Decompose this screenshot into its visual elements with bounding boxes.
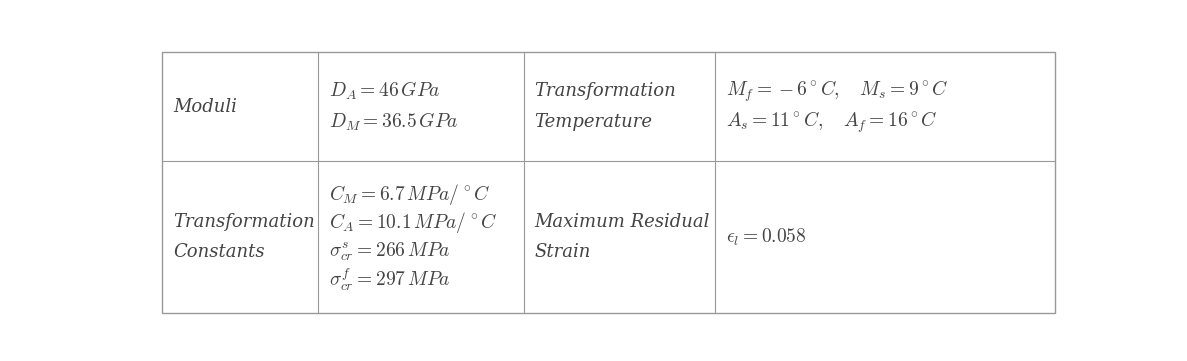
Text: Moduli: Moduli <box>173 97 237 116</box>
Text: Transformation: Transformation <box>173 213 315 231</box>
Text: Strain: Strain <box>534 243 591 261</box>
Text: $A_s=11^\circ C,\quad A_f=16^\circ C$: $A_s=11^\circ C,\quad A_f=16^\circ C$ <box>726 109 938 135</box>
Text: $D_M=36.5\,GPa$: $D_M=36.5\,GPa$ <box>329 111 458 133</box>
Text: Transformation: Transformation <box>534 82 677 100</box>
Text: $\epsilon_l=0.058$: $\epsilon_l=0.058$ <box>726 226 807 248</box>
Text: $M_f=-6^\circ C,\quad M_s=9^\circ C$: $M_f=-6^\circ C,\quad M_s=9^\circ C$ <box>726 78 948 104</box>
Text: Constants: Constants <box>173 243 265 261</box>
Text: Maximum Residual: Maximum Residual <box>534 213 710 231</box>
Text: $\sigma^s_{cr}=266\,MPa$: $\sigma^s_{cr}=266\,MPa$ <box>329 240 451 263</box>
Text: $D_A=46\,GPa$: $D_A=46\,GPa$ <box>329 80 440 103</box>
Text: Temperature: Temperature <box>534 113 653 131</box>
Text: $C_A=10.1\,MPa/^\circ C$: $C_A=10.1\,MPa/^\circ C$ <box>329 210 497 235</box>
Text: $\sigma^f_{cr}=297\,MPa$: $\sigma^f_{cr}=297\,MPa$ <box>329 267 451 293</box>
Text: $C_M=6.7\,MPa/^\circ C$: $C_M=6.7\,MPa/^\circ C$ <box>329 182 491 207</box>
